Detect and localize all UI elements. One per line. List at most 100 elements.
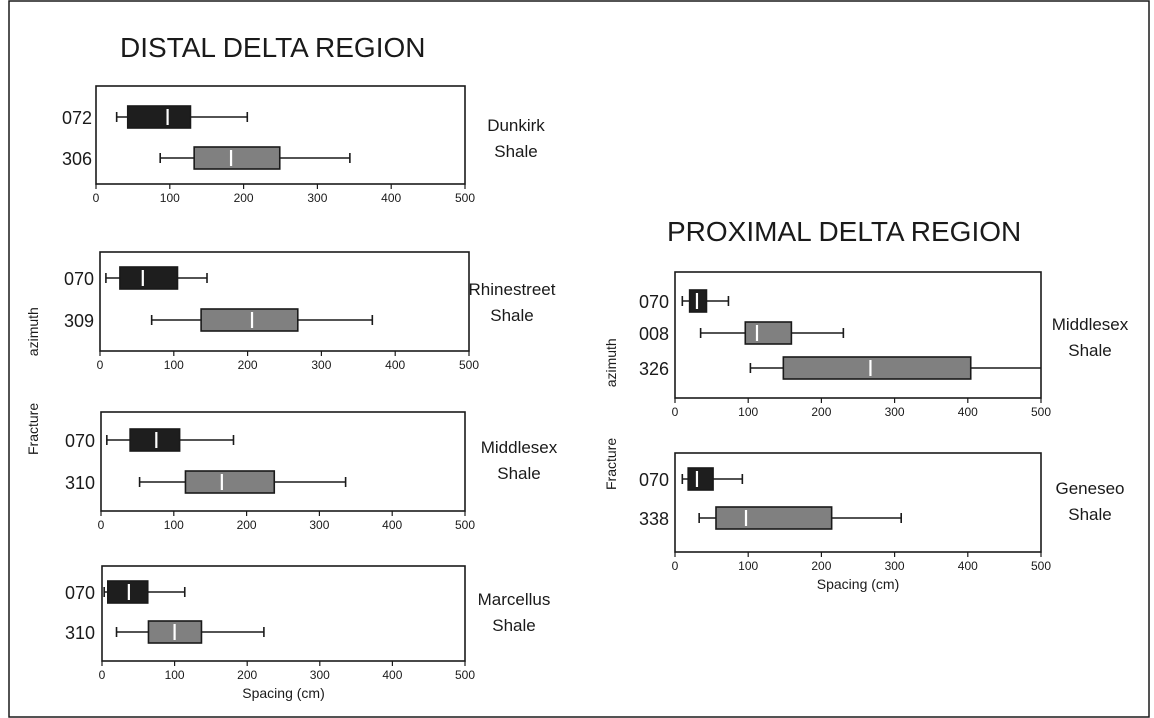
- panel-distal-rhinestreet: 0 100 200 300 400 500 Rhinestreet Shale 070 309: [64, 251, 556, 372]
- x-tick-label: 400: [958, 559, 978, 573]
- formation-label: Shale: [1068, 505, 1111, 524]
- x-tick-label: 0: [672, 405, 679, 419]
- box-plot-row: 070: [65, 580, 186, 604]
- azimuth-label: 070: [639, 292, 669, 312]
- formation-label: Shale: [497, 464, 540, 483]
- iqr-box: [200, 308, 299, 332]
- x-tick-label: 400: [382, 518, 402, 532]
- panel-proximal-geneseo: 0 100 200 300 400 500 Spacing (cm) Geneseo Shale…: [639, 452, 1125, 592]
- azimuth-label: 070: [65, 583, 95, 603]
- formation-label: Rhinestreet: [469, 280, 556, 299]
- box-plot-row: 310: [65, 620, 265, 644]
- iqr-box: [687, 467, 714, 491]
- iqr-box: [126, 105, 192, 129]
- azimuth-label: 072: [62, 108, 92, 128]
- iqr-box: [129, 428, 181, 452]
- x-tick-label: 100: [164, 518, 184, 532]
- panel-distal-middlesex: 0 100 200 300 400 500 Middlesex Shale 070 310: [65, 411, 558, 532]
- box-plot-row: 070: [65, 428, 235, 452]
- formation-label: Shale: [1068, 341, 1111, 360]
- formation-label: Marcellus: [478, 590, 551, 609]
- azimuth-label: 008: [639, 324, 669, 344]
- iqr-box: [782, 356, 972, 380]
- x-tick-label: 100: [160, 191, 180, 205]
- x-tick-label: 500: [455, 191, 475, 205]
- x-tick-label: 400: [382, 668, 402, 682]
- x-tick-label: 400: [385, 358, 405, 372]
- x-axis-label: Spacing (cm): [817, 576, 899, 592]
- x-tick-label: 200: [237, 518, 257, 532]
- formation-label: Middlesex: [481, 438, 558, 457]
- x-tick-label: 500: [455, 518, 475, 532]
- azimuth-label: 310: [65, 623, 95, 643]
- formation-label: Shale: [490, 306, 533, 325]
- plot-frame: [99, 251, 470, 352]
- iqr-box: [193, 146, 281, 170]
- x-tick-label: 500: [459, 358, 479, 372]
- x-tick-label: 0: [98, 518, 105, 532]
- azimuth-label: 326: [639, 359, 669, 379]
- plot-frame: [95, 85, 466, 185]
- box-plot-row: 309: [64, 308, 374, 332]
- x-tick-label: 500: [1031, 405, 1051, 419]
- iqr-box: [744, 321, 793, 345]
- plot-frame: [101, 565, 466, 662]
- x-tick-label: 400: [381, 191, 401, 205]
- x-tick-label: 400: [958, 405, 978, 419]
- x-tick-label: 0: [672, 559, 679, 573]
- x-tick-label: 0: [99, 668, 106, 682]
- x-tick-label: 300: [307, 191, 327, 205]
- box-plot-row: 070: [639, 467, 744, 491]
- proximal-y-axis-label: Fracture azimuth: [603, 338, 619, 490]
- x-tick-label: 500: [1031, 559, 1051, 573]
- x-tick-label: 100: [738, 405, 758, 419]
- box-plot-row: 310: [65, 470, 347, 494]
- plot-frame: [674, 452, 1042, 553]
- panel-distal-marcellus: 0 100 200 300 400 500 Spacing (cm) Marcellus Sha…: [65, 565, 551, 701]
- x-tick-label: 0: [97, 358, 104, 372]
- azimuth-label: 310: [65, 473, 95, 493]
- formation-label: Geneseo: [1056, 479, 1125, 498]
- formation-label: Dunkirk: [487, 116, 545, 135]
- x-tick-label: 300: [310, 668, 330, 682]
- azimuth-label: 306: [62, 149, 92, 169]
- box-plot-row: 070: [64, 266, 208, 290]
- plot-frame: [674, 271, 1042, 399]
- panel-distal-dunkirk: 0 100 200 300 400 500 Dunkirk Shale 072 306: [62, 85, 545, 205]
- box-plot-row: 326: [639, 356, 1041, 380]
- x-tick-label: 300: [311, 358, 331, 372]
- distal-region-title: DISTAL DELTA REGION: [120, 32, 425, 63]
- x-tick-label: 200: [811, 405, 831, 419]
- azimuth-label: 070: [64, 269, 94, 289]
- x-tick-label: 300: [885, 559, 905, 573]
- box-plot-row: 306: [62, 146, 351, 170]
- x-axis-label: Spacing (cm): [242, 685, 324, 701]
- azimuth-label: 070: [639, 470, 669, 490]
- x-tick-label: 200: [237, 668, 257, 682]
- x-tick-label: 100: [165, 668, 185, 682]
- formation-label: Shale: [494, 142, 537, 161]
- x-tick-label: 0: [93, 191, 100, 205]
- x-tick-label: 300: [309, 518, 329, 532]
- x-tick-label: 100: [738, 559, 758, 573]
- x-tick-label: 100: [164, 358, 184, 372]
- iqr-box: [184, 470, 276, 494]
- formation-label: Shale: [492, 616, 535, 635]
- plot-frame: [100, 411, 466, 512]
- box-plot-row: 008: [639, 321, 845, 345]
- azimuth-label: 309: [64, 311, 94, 331]
- x-tick-label: 200: [238, 358, 258, 372]
- azimuth-label: 338: [639, 509, 669, 529]
- distal-y-axis-label: Fracture azimuth: [25, 307, 41, 455]
- box-plot-row: 338: [639, 506, 902, 530]
- iqr-box: [119, 266, 179, 290]
- proximal-region-title: PROXIMAL DELTA REGION: [667, 216, 1021, 247]
- box-plot-row: 070: [639, 289, 730, 313]
- x-tick-label: 500: [455, 668, 475, 682]
- panel-proximal-middlesex: 0 100 200 300 400 500 Middlesex Shale 070 008 326: [639, 271, 1129, 419]
- box-plot-row: 072: [62, 105, 249, 129]
- iqr-box: [715, 506, 833, 530]
- x-tick-label: 300: [885, 405, 905, 419]
- azimuth-label: 070: [65, 431, 95, 451]
